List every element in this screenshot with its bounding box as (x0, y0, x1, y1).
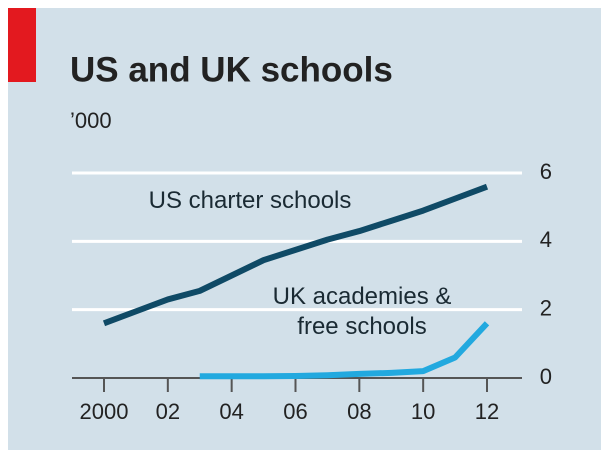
x-tick-label: 04 (219, 399, 243, 424)
series-line (199, 321, 490, 380)
series-label: US charter schools (148, 187, 352, 214)
y-tick-label: 0 (540, 364, 552, 389)
x-tick-label: 10 (411, 399, 435, 424)
y-tick-label: 6 (540, 159, 552, 184)
x-tick-label: 06 (283, 399, 307, 424)
series-label-text: UK academies & free schools (272, 283, 452, 340)
y-tick-label: 2 (540, 295, 552, 320)
red-tag (8, 8, 36, 82)
x-tick-label: 12 (475, 399, 499, 424)
y-tick-label: 4 (540, 227, 552, 252)
series-label-text: US charter schools (148, 187, 352, 214)
x-tick-label: 08 (347, 399, 371, 424)
series-line (102, 183, 489, 327)
x-tick-label: 2000 (80, 399, 129, 424)
x-tick-label: 02 (156, 399, 180, 424)
series-label: UK academies & free schools (272, 283, 452, 340)
chart-title: US and UK schools (70, 50, 393, 89)
chart-subtitle: ’000 (70, 108, 112, 133)
